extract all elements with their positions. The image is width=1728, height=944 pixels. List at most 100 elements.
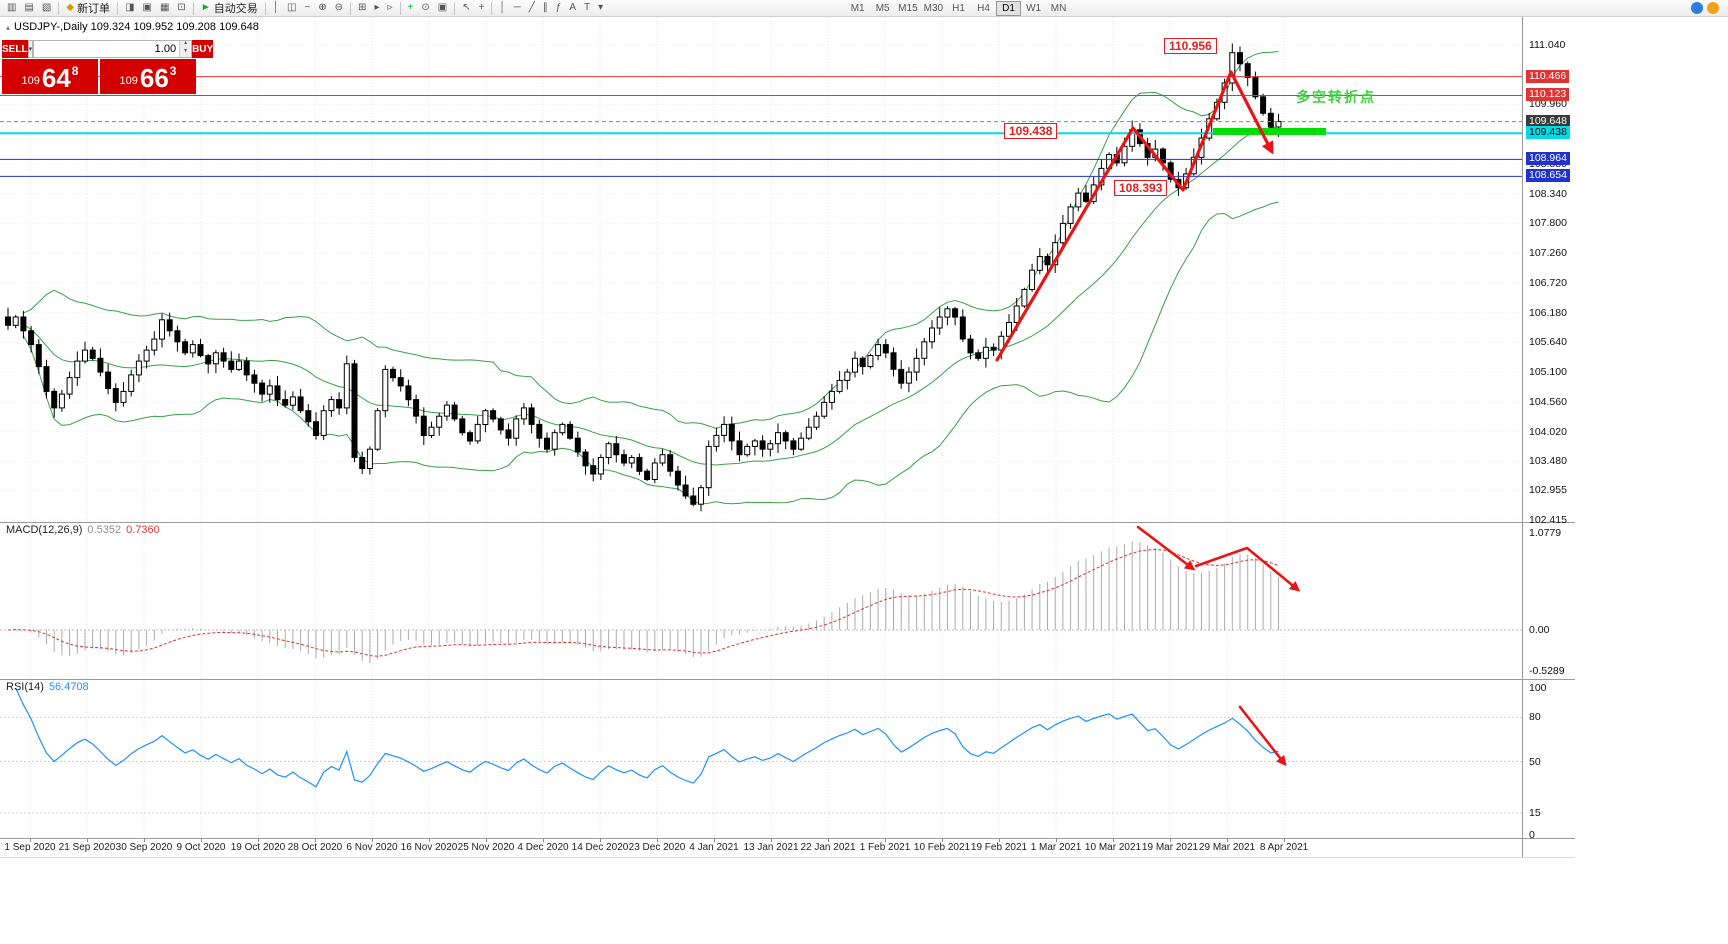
trend-arrow[interactable] bbox=[1194, 546, 1301, 592]
toolbar-separator bbox=[264, 1, 266, 15]
candle-body bbox=[967, 338, 974, 354]
zoom-in-icon[interactable]: ⊕ bbox=[314, 1, 330, 16]
timeframe-m1-button[interactable]: M1 bbox=[845, 1, 870, 16]
market-watch-icon[interactable]: ▥ bbox=[3, 1, 20, 16]
timeframe-d1-button[interactable]: D1 bbox=[996, 0, 1022, 16]
new-order-button[interactable]: ◆ 新订单 bbox=[62, 1, 114, 16]
notifications-icon[interactable] bbox=[1707, 2, 1719, 14]
price-axis-label: 105.640 bbox=[1529, 336, 1567, 349]
candle-body bbox=[490, 410, 497, 420]
candle-body bbox=[1229, 52, 1236, 84]
price-badge[interactable]: 109.438 bbox=[1526, 126, 1570, 140]
annotation-turning-point-text[interactable]: 多空转折点 bbox=[1296, 89, 1376, 105]
rsi-value: 56.4708 bbox=[48, 681, 89, 693]
macd-scale-label: 0.00 bbox=[1529, 624, 1550, 636]
macd-pane[interactable] bbox=[0, 522, 1522, 679]
sell-price-button[interactable]: 109 64 8 bbox=[2, 59, 98, 94]
price-badge[interactable]: 110.466 bbox=[1526, 69, 1570, 83]
community-icon[interactable] bbox=[1691, 2, 1703, 14]
label-icon[interactable]: T bbox=[580, 1, 594, 16]
time-scale[interactable]: 1 Sep 2020 21 Sep 2020 30 Sep 2020 9 Oct 20… bbox=[0, 839, 1522, 857]
price-badge[interactable]: 108.964 bbox=[1526, 152, 1570, 166]
indicators-icon[interactable]: + bbox=[404, 1, 418, 16]
periods-icon[interactable]: ⊙ bbox=[417, 1, 433, 16]
equidistant-channel-icon[interactable]: ∥ bbox=[539, 1, 552, 16]
time-tick bbox=[1113, 839, 1114, 842]
price-badge[interactable]: 110.123 bbox=[1526, 88, 1570, 102]
trend-arrow[interactable] bbox=[1136, 525, 1196, 571]
calendar-icon[interactable]: ⊡ bbox=[173, 1, 189, 16]
timeframe-w1-button[interactable]: W1 bbox=[1021, 1, 1046, 16]
timeframe-h1-button[interactable]: H1 bbox=[946, 1, 971, 16]
vertical-line-icon[interactable]: │ bbox=[495, 1, 509, 16]
price-badge[interactable]: 108.654 bbox=[1526, 169, 1570, 183]
candle-body bbox=[243, 360, 250, 376]
price-scale[interactable]: 111.040110.500109.960109.420108.880108.3… bbox=[1523, 0, 1728, 944]
vertical-line-icon: │ bbox=[499, 2, 506, 13]
pane-separator[interactable] bbox=[0, 679, 1575, 680]
mailbox-icon[interactable]: ▣ bbox=[139, 1, 156, 16]
bollinger-middle-band[interactable] bbox=[23, 126, 1279, 466]
text-icon[interactable]: A bbox=[565, 1, 580, 16]
candlesticks bbox=[5, 43, 1282, 512]
line-chart-mode-icon[interactable]: ~ bbox=[300, 1, 314, 16]
metaeditor-icon[interactable]: ◨ bbox=[121, 1, 138, 16]
autotrading-button[interactable]: ► 自动交易 bbox=[197, 1, 262, 16]
shapes-icon[interactable]: ▾ bbox=[594, 1, 607, 16]
bar-chart-mode-icon[interactable]: │ bbox=[269, 1, 283, 16]
candle-body bbox=[97, 357, 104, 373]
volume-input[interactable] bbox=[34, 41, 180, 57]
horizontal-line-icon[interactable]: ─ bbox=[510, 1, 525, 16]
macd-scale-label: 1.0779 bbox=[1529, 526, 1562, 539]
time-axis-label: 21 Sep 2020 bbox=[58, 842, 116, 853]
navigator-icon[interactable]: ▧ bbox=[38, 1, 55, 16]
candle-body bbox=[1021, 289, 1028, 307]
candle-body bbox=[420, 415, 427, 437]
news-icon[interactable]: ▦ bbox=[156, 1, 173, 16]
timeframe-m5-button[interactable]: M5 bbox=[870, 1, 895, 16]
timeframe-mn-button[interactable]: MN bbox=[1046, 1, 1071, 16]
chart-shift-icon[interactable]: ▹ bbox=[383, 1, 396, 16]
trend-arrow[interactable] bbox=[995, 70, 1274, 362]
tile-windows-icon[interactable]: ⊞ bbox=[354, 1, 370, 16]
candle-body bbox=[459, 418, 466, 434]
candle-body bbox=[651, 462, 658, 480]
trend-arrow[interactable] bbox=[1238, 705, 1287, 767]
pane-separator[interactable] bbox=[0, 522, 1575, 523]
timeframe-h4-button[interactable]: H4 bbox=[971, 1, 996, 16]
price-axis-label: 102.955 bbox=[1529, 484, 1567, 497]
candle-body bbox=[374, 410, 381, 450]
crosshair-icon[interactable]: + bbox=[475, 1, 489, 16]
bollinger-lower-band[interactable] bbox=[22, 201, 1279, 505]
chart-collapse-icon[interactable]: ▴ bbox=[6, 22, 11, 32]
cursor-icon[interactable]: ↖ bbox=[458, 1, 474, 16]
toolbar-separator bbox=[491, 1, 493, 15]
candle-body bbox=[397, 377, 404, 387]
price-badge[interactable]: 109.648 bbox=[1526, 114, 1570, 128]
auto-scroll-icon[interactable]: ▸ bbox=[370, 1, 383, 16]
order-type-dropdown[interactable]: ▾ bbox=[27, 40, 34, 58]
candlestick-mode-icon[interactable]: ◫ bbox=[283, 1, 300, 16]
price-chart-pane[interactable] bbox=[0, 17, 1522, 522]
trendline-icon[interactable]: ╱ bbox=[525, 1, 539, 16]
volume-spinner[interactable]: ▴ ▾ bbox=[179, 40, 192, 57]
templates-icon[interactable]: ▣ bbox=[434, 1, 451, 16]
zoom-out-icon[interactable]: ⊖ bbox=[331, 1, 347, 16]
bollinger-upper-band[interactable] bbox=[23, 51, 1279, 430]
buy-price-button[interactable]: 109 66 3 bbox=[100, 59, 196, 94]
candle-body bbox=[189, 344, 196, 354]
annotation-price-110956[interactable]: 110.956 bbox=[1164, 38, 1217, 54]
fibonacci-icon[interactable]: ƒ bbox=[552, 1, 566, 16]
data-window-icon[interactable]: ▤ bbox=[20, 1, 37, 16]
support-zone-bar[interactable] bbox=[1213, 128, 1326, 135]
sell-button[interactable]: SELL bbox=[2, 40, 28, 58]
buy-button[interactable]: BUY bbox=[192, 40, 214, 58]
toolbar-separator bbox=[350, 1, 352, 15]
timeframe-m30-button[interactable]: M30 bbox=[921, 1, 946, 16]
timeframe-m15-button[interactable]: M15 bbox=[895, 1, 920, 16]
candle-body bbox=[259, 382, 266, 395]
annotation-price-109438[interactable]: 109.438 bbox=[1004, 123, 1058, 139]
annotation-price-108393[interactable]: 108.393 bbox=[1114, 180, 1168, 196]
candle-body bbox=[66, 377, 73, 395]
rsi-pane[interactable] bbox=[0, 679, 1522, 838]
